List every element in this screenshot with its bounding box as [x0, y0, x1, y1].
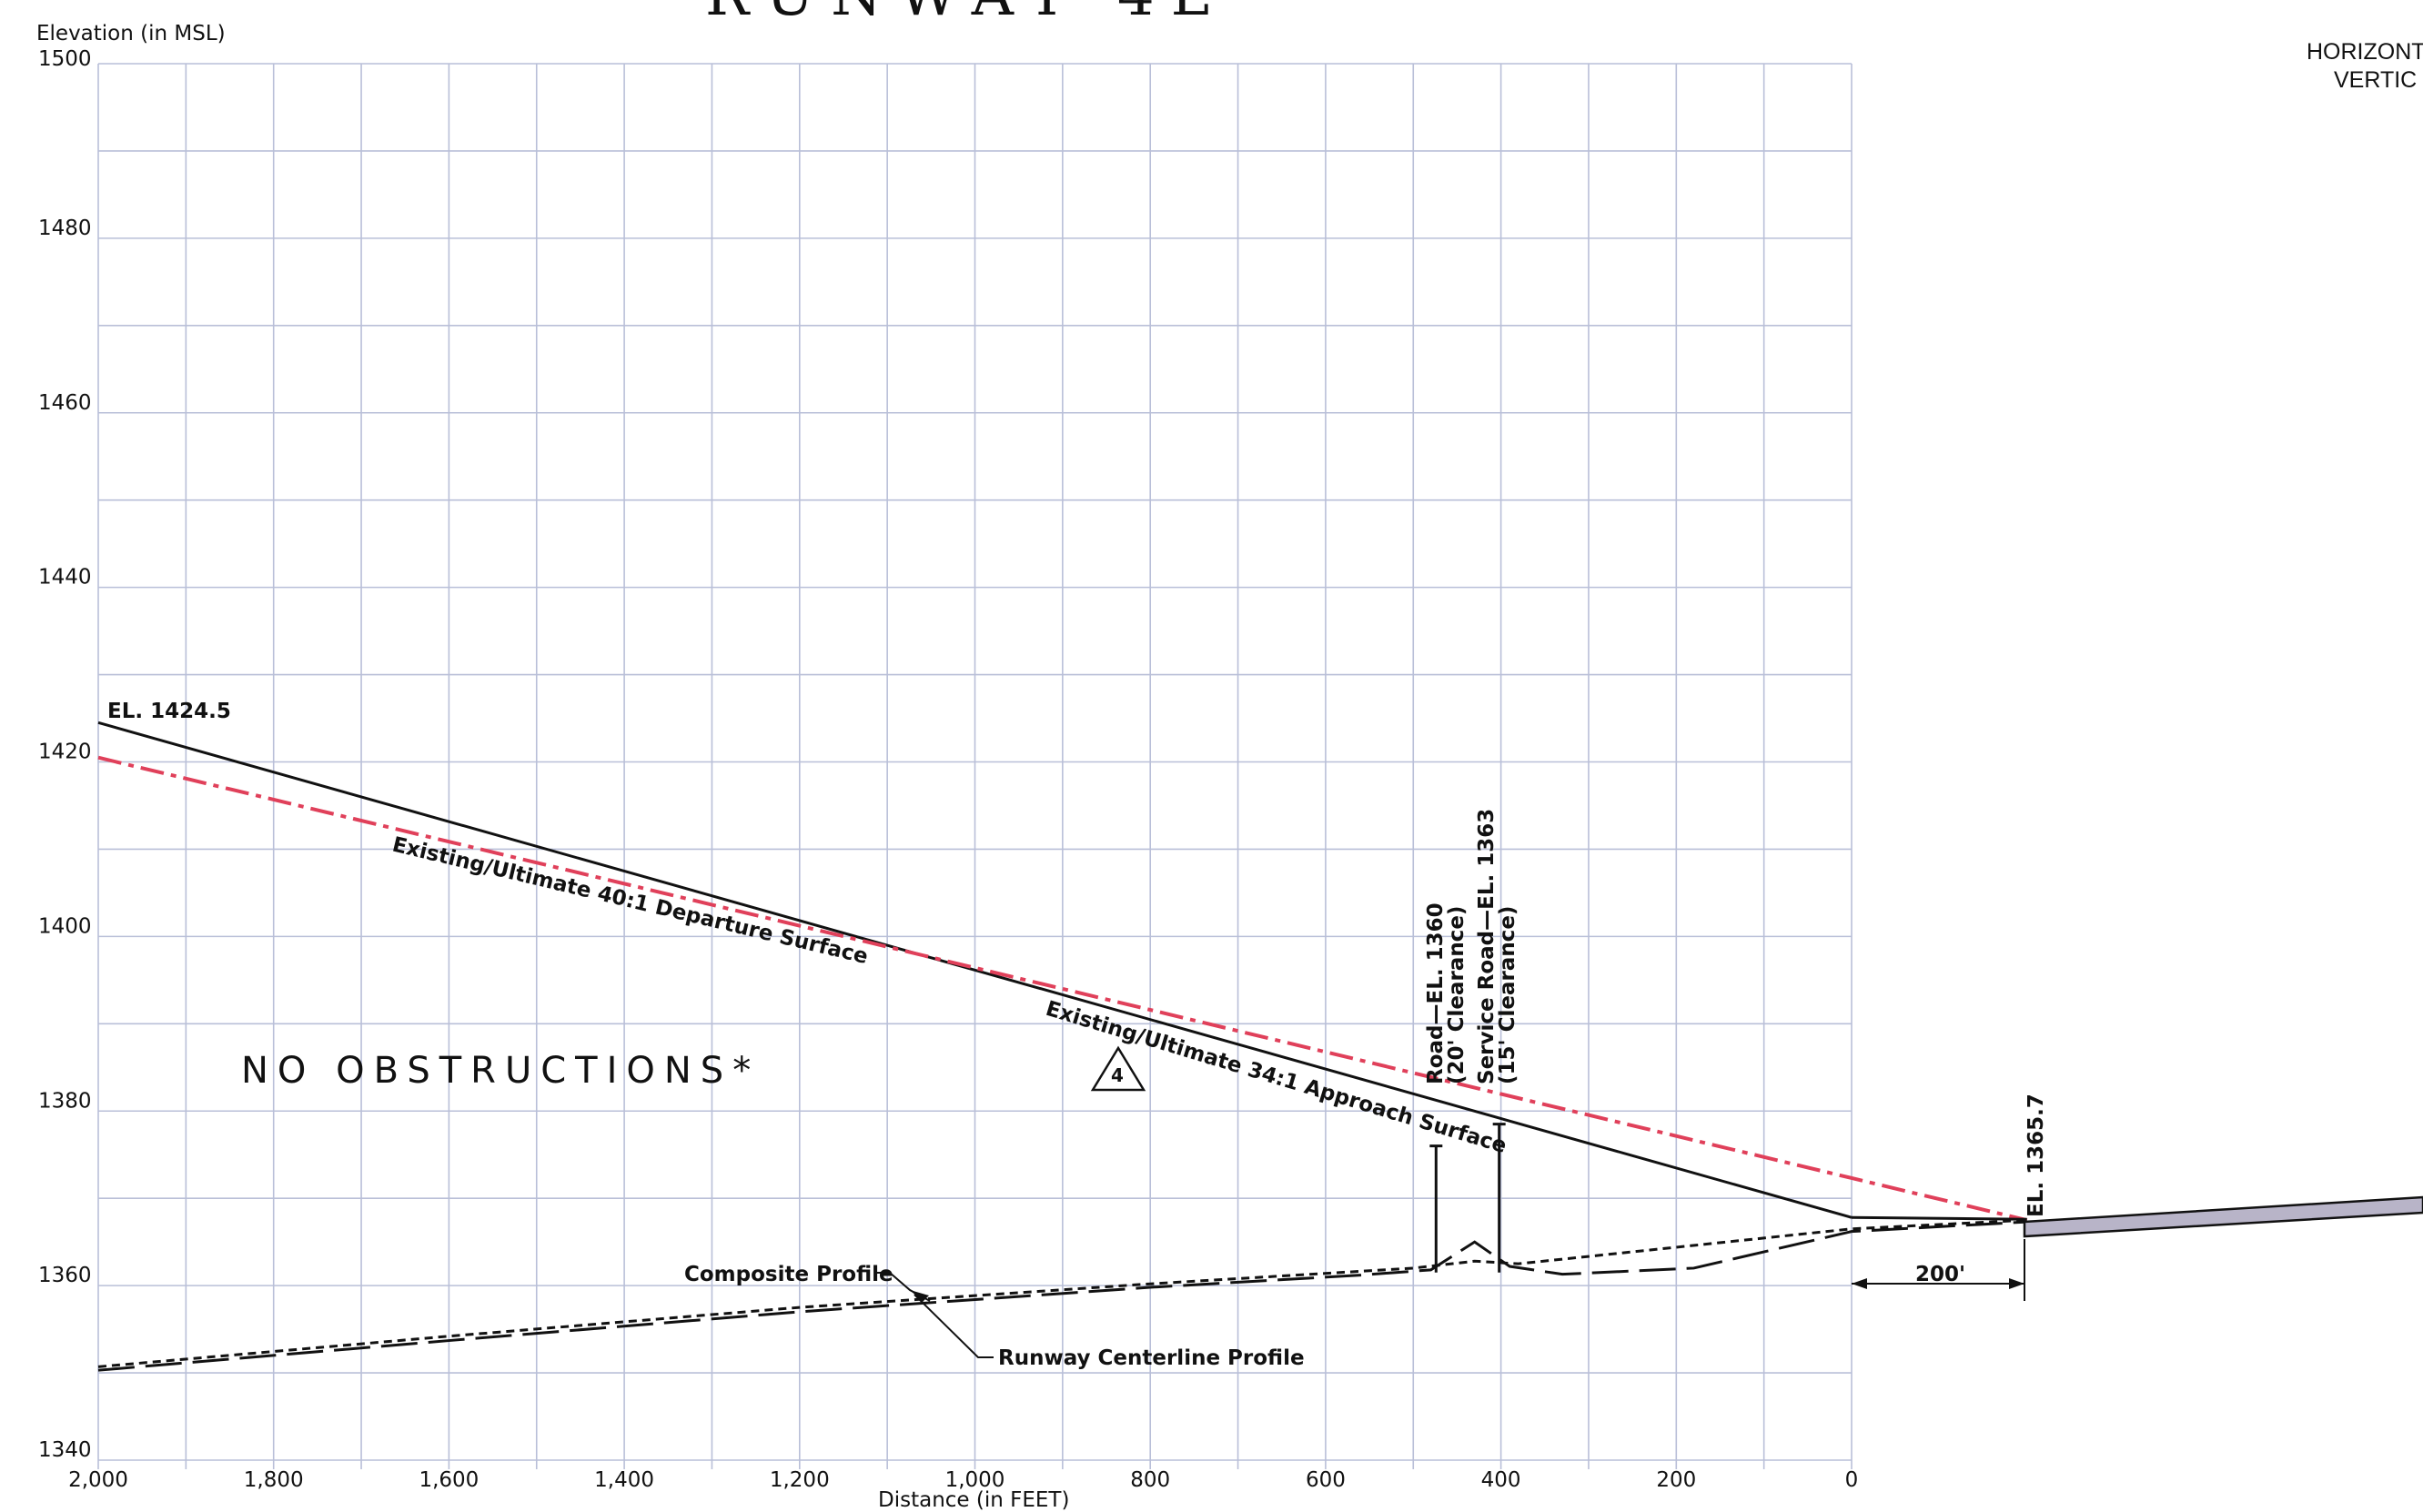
- dimension-arrow-left: [1852, 1278, 1867, 1289]
- x-tick-label: 800: [1130, 1468, 1170, 1492]
- no-obstructions-note: NO OBSTRUCTIONS*: [241, 1050, 760, 1092]
- composite-leader-arrow: [910, 1290, 929, 1302]
- y-tick-label: 1500: [38, 47, 92, 71]
- x-tick-label: 1,800: [244, 1468, 304, 1492]
- plot-grid: [97, 63, 1853, 1469]
- note-triangle: [1090, 1045, 1146, 1092]
- x-tick-labels: 2,000 1,800 1,600 1,400 1,200 1,000 800 600 400 2…: [68, 1468, 1858, 1492]
- runway-end-slab: [2023, 1195, 2423, 1238]
- y-tick-label: 1360: [38, 1264, 92, 1287]
- series-composite-profile: [97, 1218, 2027, 1368]
- road-clearance-label: (20' Clearance): [1445, 906, 1469, 1084]
- series-existing-ultimate-34-1-approach-surface: [97, 721, 1853, 1219]
- x-tick-label: 1,400: [594, 1468, 654, 1492]
- departure-surface-label: Existing/Ultimate 40:1 Departure Surface: [390, 833, 871, 970]
- x-tick-label: 400: [1481, 1468, 1521, 1492]
- y-axis-title: Elevation (in MSL): [36, 22, 226, 45]
- y-tick-label: 1340: [38, 1438, 92, 1462]
- x-tick-label: 1,600: [419, 1468, 479, 1492]
- x-tick-label: 1,200: [770, 1468, 830, 1492]
- y-tick-label: 1440: [38, 566, 92, 590]
- y-tick-labels: 1340 1360 1380 1400 1420 1440 1460 1480 1500: [38, 47, 92, 1462]
- x-tick-label: 2,000: [68, 1468, 128, 1492]
- horizontal-scale-label: HORIZONT: [2307, 39, 2423, 65]
- approach-threshold-segment: [1851, 1215, 2027, 1221]
- x-tick-label: 1,000: [945, 1468, 1005, 1492]
- service-road-clearance-label: (15' Clearance): [1496, 906, 1519, 1084]
- service-road-label: Service Road—EL. 1363: [1475, 809, 1499, 1084]
- series-runway-centerline-profile: [97, 1220, 2027, 1372]
- y-tick-label: 1480: [38, 217, 92, 240]
- x-tick-label: 0: [1845, 1468, 1859, 1492]
- y-tick-label: 1400: [38, 914, 92, 938]
- x-tick-label: 200: [1656, 1468, 1696, 1492]
- road-label: Road—EL. 1360: [1424, 902, 1448, 1084]
- y-tick-label: 1460: [38, 391, 92, 415]
- vertical-scale-label: VERTIC: [2334, 67, 2417, 93]
- centerline-profile-label: Runway Centerline Profile: [998, 1346, 1305, 1370]
- centerline-leader: [914, 1294, 994, 1358]
- start-elevation-label: EL. 1424.5: [107, 700, 231, 723]
- profile-series: [97, 721, 2028, 1372]
- obstruction-poles: [1429, 1123, 1506, 1273]
- end-elevation-label: EL. 1365.7: [2024, 1094, 2048, 1217]
- dimension-arrow-right: [2009, 1278, 2024, 1289]
- x-axis-title: Distance (in FEET): [878, 1488, 1069, 1512]
- composite-profile-label: Composite Profile: [684, 1263, 893, 1286]
- y-tick-label: 1380: [38, 1089, 92, 1113]
- drawing-title: RUNWAY 4L: [705, 0, 1226, 29]
- y-tick-label: 1420: [38, 741, 92, 764]
- note-triangle-number: 4: [1111, 1064, 1124, 1086]
- dimension-label: 200': [1915, 1263, 1965, 1286]
- x-tick-label: 600: [1306, 1468, 1346, 1492]
